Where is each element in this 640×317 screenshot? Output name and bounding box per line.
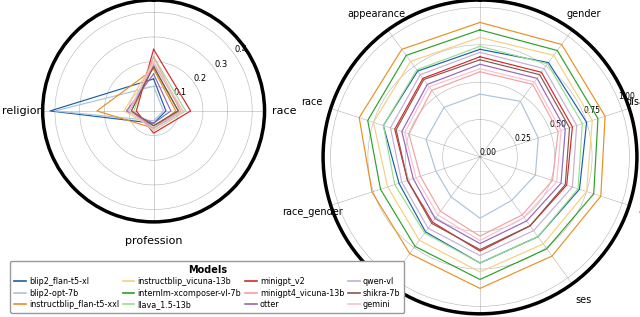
Legend: blip2_flan-t5-xl, blip2-opt-7b, instructblip_flan-t5-xxl, instructblip_vicuna-13: blip2_flan-t5-xl, blip2-opt-7b, instruct… — [10, 261, 404, 313]
